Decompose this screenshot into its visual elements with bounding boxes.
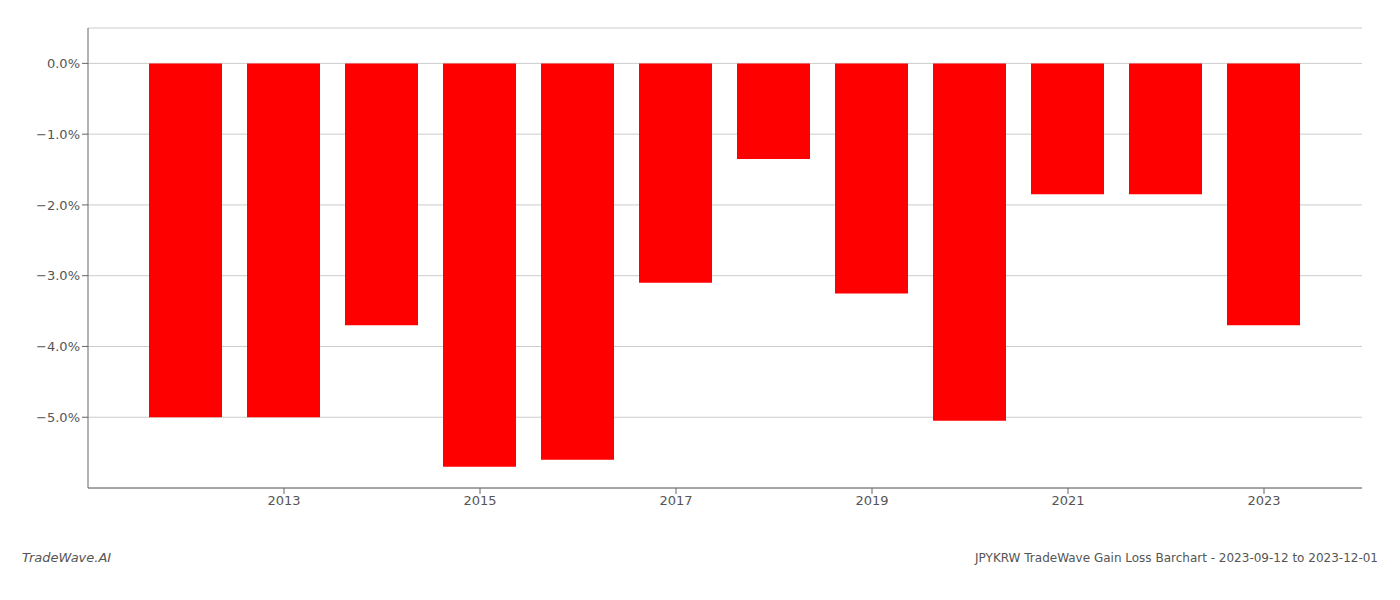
svg-text:2019: 2019	[855, 493, 888, 508]
svg-text:2015: 2015	[463, 493, 496, 508]
svg-text:−5.0%: −5.0%	[36, 410, 80, 425]
svg-text:−2.0%: −2.0%	[36, 198, 80, 213]
svg-text:2017: 2017	[659, 493, 692, 508]
svg-text:0.0%: 0.0%	[47, 56, 80, 71]
svg-text:2021: 2021	[1051, 493, 1084, 508]
svg-text:−3.0%: −3.0%	[36, 268, 80, 283]
svg-text:−4.0%: −4.0%	[36, 339, 80, 354]
html-text:TradeWave.AI: TradeWave.AI	[22, 550, 112, 565]
html-text:JPYKRW TradeWave Gain Loss Bar: JPYKRW TradeWave Gain Loss Barchart - 20…	[975, 551, 1378, 565]
svg-text:2023: 2023	[1247, 493, 1280, 508]
svg-text:−1.0%: −1.0%	[36, 127, 80, 142]
svg-text:2013: 2013	[267, 493, 300, 508]
